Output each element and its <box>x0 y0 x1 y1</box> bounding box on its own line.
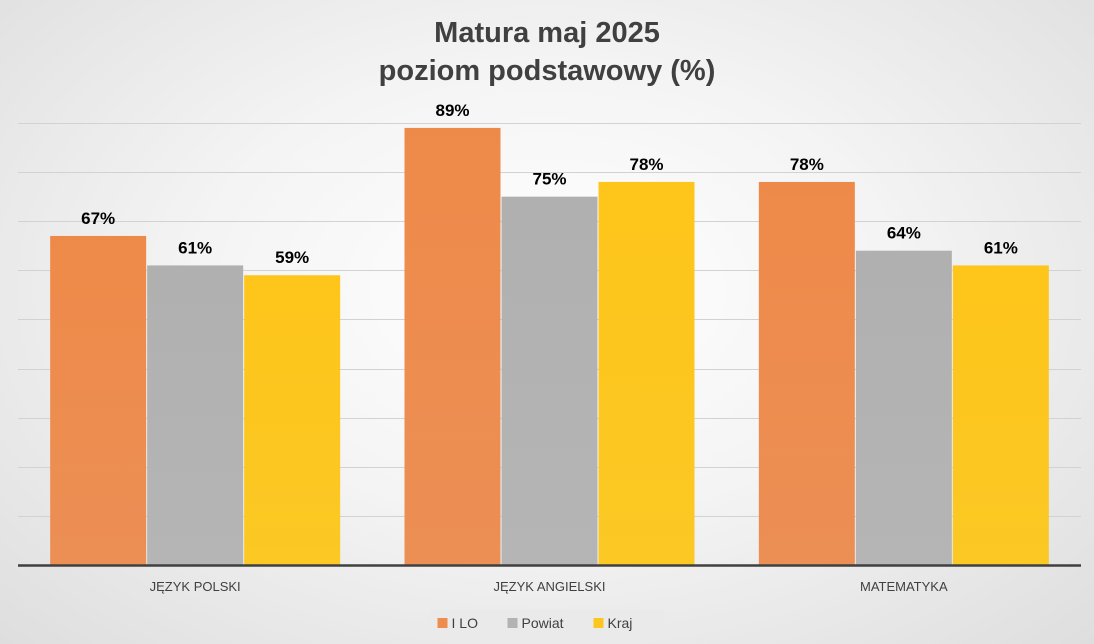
bar-powiat-matematyka <box>855 250 952 565</box>
data-label: 75% <box>532 170 566 189</box>
data-labels: 67% 61% 59% 89% 75% 78% 78% 64% 61% <box>81 101 1018 267</box>
bar-kraj-jezyk-polski <box>244 275 341 565</box>
bar-i-lo-matematyka <box>758 181 855 565</box>
x-axis: JĘZYK POLSKI JĘZYK ANGIELSKI MATEMATYKA <box>18 564 1081 594</box>
data-label: 61% <box>984 238 1018 257</box>
legend-swatch-i-lo <box>437 618 448 628</box>
legend-label-i-lo: I LO <box>452 615 479 631</box>
data-label: 64% <box>887 224 921 243</box>
bar-i-lo-jezyk-polski <box>50 235 147 565</box>
data-label: 89% <box>435 101 469 120</box>
legend-swatch-powiat <box>507 618 518 628</box>
legend-box <box>429 610 665 636</box>
legend-label-powiat: Powiat <box>522 615 564 631</box>
legend-label-kraj: Kraj <box>608 615 633 631</box>
chart-subtitle: poziom podstawowy (%) <box>379 55 716 87</box>
bars <box>50 127 1049 566</box>
x-tick-label: MATEMATYKA <box>860 579 948 594</box>
x-tick-label: JĘZYK POLSKI <box>150 579 241 594</box>
data-label: 67% <box>81 209 115 228</box>
bar-kraj-jezyk-angielski <box>598 181 695 565</box>
chart-title: Matura maj 2025 <box>434 17 660 49</box>
x-tick-label: JĘZYK ANGIELSKI <box>494 579 606 594</box>
data-label: 61% <box>178 238 212 257</box>
data-label: 78% <box>629 155 663 174</box>
data-label: 78% <box>790 155 824 174</box>
bar-powiat-jezyk-angielski <box>501 196 598 565</box>
data-label: 59% <box>275 248 309 267</box>
bar-kraj-matematyka <box>952 265 1049 565</box>
bar-powiat-jezyk-polski <box>147 265 244 565</box>
legend: I LO Powiat Kraj <box>429 610 665 636</box>
bar-i-lo-jezyk-angielski <box>404 127 501 566</box>
legend-swatch-kraj <box>593 618 604 628</box>
